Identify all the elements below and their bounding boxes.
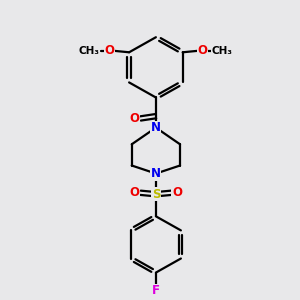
Text: N: N [151,121,161,134]
Text: F: F [152,284,160,297]
Text: S: S [152,188,160,201]
Text: O: O [198,44,208,57]
Text: O: O [104,44,114,57]
Text: O: O [130,186,140,199]
Text: CH₃: CH₃ [211,46,232,56]
Text: CH₃: CH₃ [79,46,100,56]
Text: O: O [172,186,182,199]
Text: O: O [130,112,140,125]
Text: N: N [151,167,161,180]
